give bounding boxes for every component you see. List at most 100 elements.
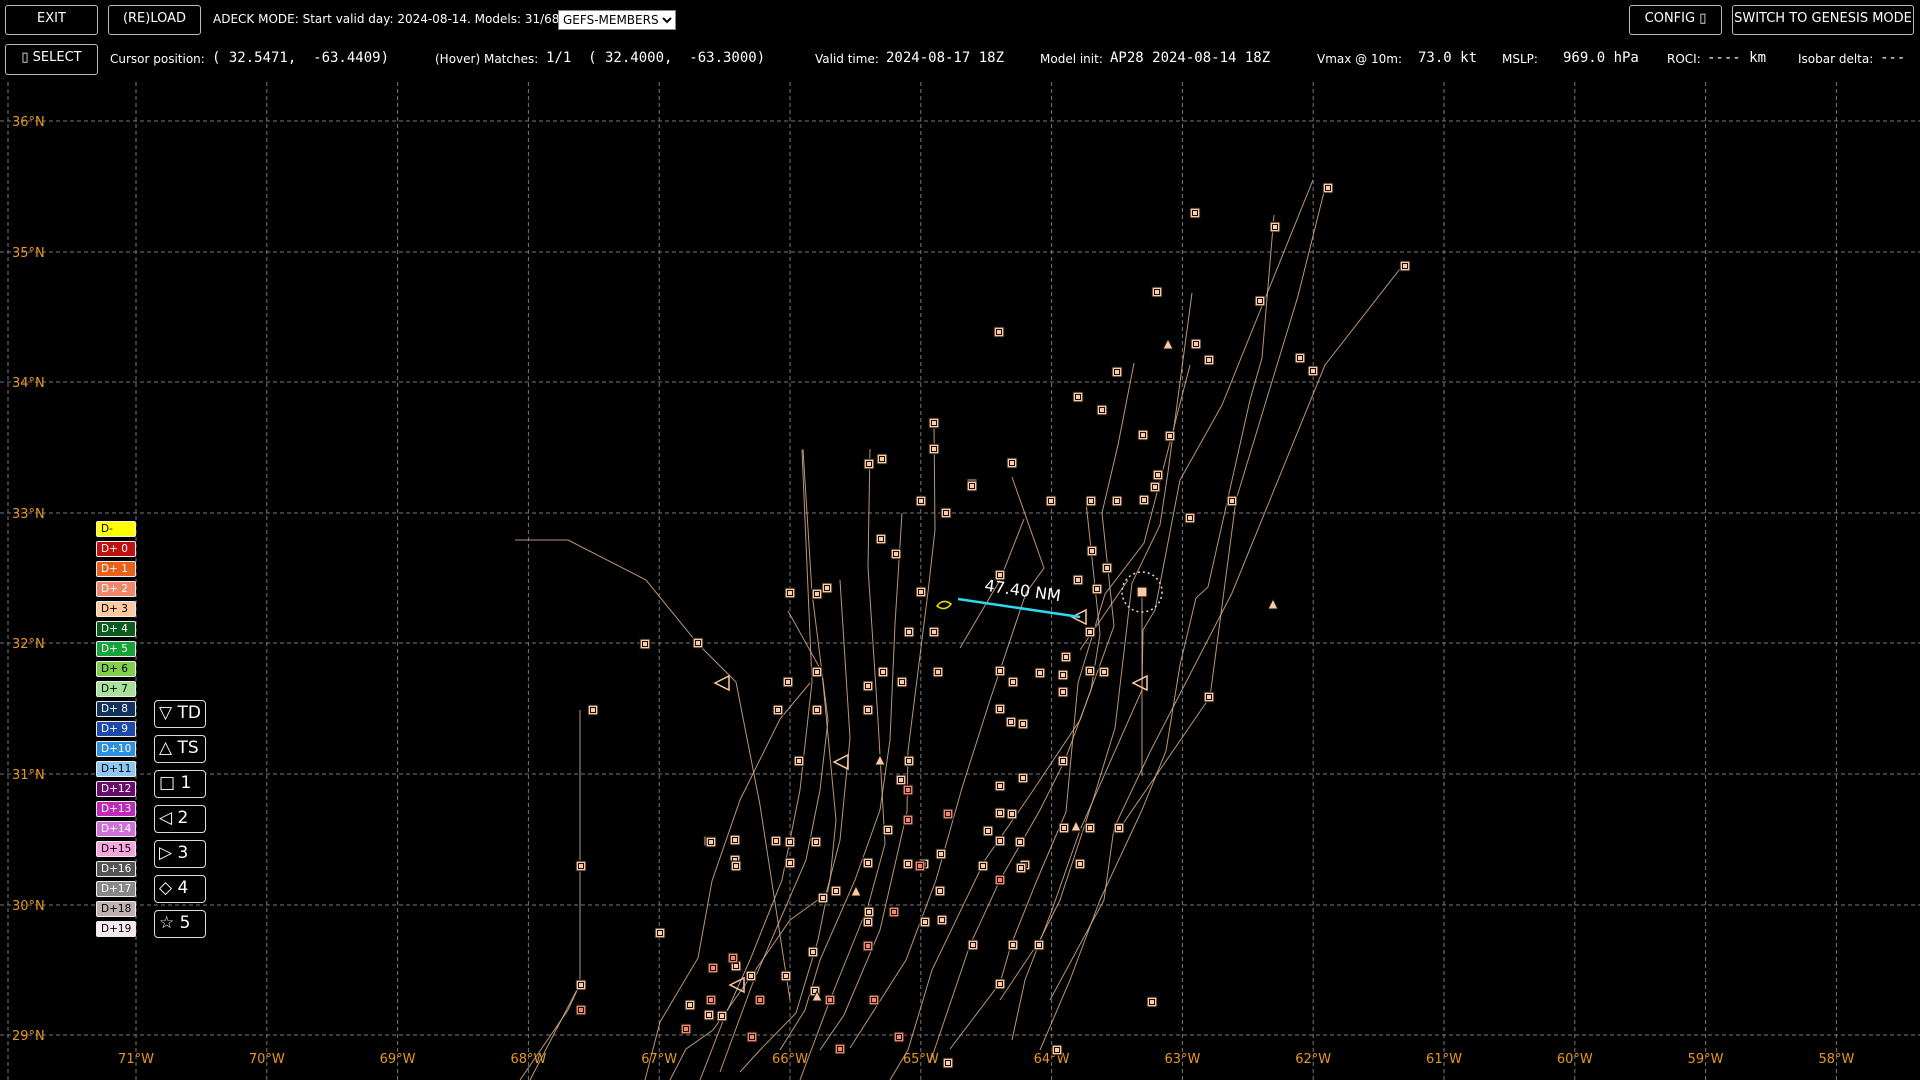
track-point-marker[interactable]	[940, 507, 952, 519]
track-point-marker[interactable]	[716, 1010, 728, 1022]
track-point-marker[interactable]	[684, 999, 696, 1011]
cat2-triangle-marker[interactable]	[728, 976, 745, 994]
track-point-marker[interactable]	[1060, 651, 1072, 663]
ts-triangle-marker[interactable]	[1267, 597, 1279, 610]
model-select[interactable]: GEFS-MEMBERS	[558, 10, 676, 30]
track-point-marker[interactable]	[919, 916, 931, 928]
track-point-marker[interactable]	[1190, 338, 1202, 350]
track-point-marker[interactable]	[862, 916, 874, 928]
track-point-marker[interactable]	[746, 1031, 758, 1043]
track-point-marker[interactable]	[893, 1031, 905, 1043]
track-point-marker[interactable]	[877, 666, 889, 678]
track-point-marker[interactable]	[942, 808, 954, 820]
track-point-marker[interactable]	[935, 848, 947, 860]
track-point-marker[interactable]	[770, 835, 782, 847]
reload-button[interactable]: (RE)LOAD	[108, 5, 201, 35]
track-point-marker[interactable]	[1322, 182, 1334, 194]
track-point-marker[interactable]	[1072, 574, 1084, 586]
track-point-marker[interactable]	[942, 1057, 954, 1069]
track-point-marker[interactable]	[1399, 260, 1411, 272]
track-point-marker[interactable]	[1057, 755, 1069, 767]
track-point-marker[interactable]	[654, 927, 666, 939]
track-point-marker[interactable]	[862, 704, 874, 716]
track-point-marker[interactable]	[977, 860, 989, 872]
track-point-marker[interactable]	[1098, 666, 1110, 678]
track-point-marker[interactable]	[824, 994, 836, 1006]
track-point-marker[interactable]	[1254, 295, 1266, 307]
track-point-marker[interactable]	[1006, 808, 1018, 820]
track-point-marker[interactable]	[1091, 583, 1103, 595]
track-point-marker[interactable]	[1294, 352, 1306, 364]
track-point-marker[interactable]	[862, 857, 874, 869]
track-point-marker[interactable]	[680, 1023, 692, 1035]
track-point-marker[interactable]	[1057, 669, 1069, 681]
track-point-marker[interactable]	[1149, 481, 1161, 493]
track-point-marker[interactable]	[1164, 430, 1176, 442]
exit-button[interactable]: EXIT	[5, 5, 98, 35]
track-point-marker[interactable]	[772, 704, 784, 716]
cat2-triangle-marker[interactable]	[832, 753, 849, 771]
track-point-marker[interactable]	[1111, 366, 1123, 378]
track-point-marker[interactable]	[1017, 772, 1029, 784]
track-point-marker[interactable]	[994, 665, 1006, 677]
track-point-marker[interactable]	[994, 569, 1006, 581]
track-point-marker[interactable]	[730, 860, 742, 872]
track-point-marker[interactable]	[982, 825, 994, 837]
track-point-marker[interactable]	[890, 548, 902, 560]
track-point-marker[interactable]	[994, 978, 1006, 990]
ts-triangle-marker[interactable]	[1070, 819, 1082, 832]
track-point-marker[interactable]	[1057, 686, 1069, 698]
track-point-marker[interactable]	[1113, 822, 1125, 834]
track-point-marker[interactable]	[863, 458, 875, 470]
track-point-marker[interactable]	[830, 885, 842, 897]
track-point-marker[interactable]	[811, 704, 823, 716]
track-point-marker[interactable]	[966, 480, 978, 492]
track-point-marker[interactable]	[1203, 354, 1215, 366]
track-point-marker[interactable]	[863, 906, 875, 918]
track-point-marker[interactable]	[1006, 457, 1018, 469]
track-point-marker[interactable]	[994, 874, 1006, 886]
track-point-marker[interactable]	[707, 962, 719, 974]
track-point-marker[interactable]	[1184, 512, 1196, 524]
ts-triangle-marker[interactable]	[811, 989, 823, 1002]
track-point-marker[interactable]	[932, 666, 944, 678]
track-point-marker[interactable]	[817, 892, 829, 904]
track-point-marker[interactable]	[575, 860, 587, 872]
track-point-marker[interactable]	[639, 638, 651, 650]
track-point-marker[interactable]	[1307, 365, 1319, 377]
track-point-marker[interactable]	[993, 326, 1005, 338]
track-point-marker[interactable]	[705, 836, 717, 848]
track-point-marker[interactable]	[1007, 939, 1019, 951]
track-point-marker[interactable]	[994, 835, 1006, 847]
track-point-marker[interactable]	[1051, 1044, 1063, 1056]
track-point-marker[interactable]	[1058, 822, 1070, 834]
track-point-marker[interactable]	[994, 703, 1006, 715]
track-point-marker[interactable]	[967, 939, 979, 951]
track-point-marker[interactable]	[705, 994, 717, 1006]
track-point-marker[interactable]	[1084, 665, 1096, 677]
track-point-marker[interactable]	[754, 994, 766, 1006]
track-point-marker[interactable]	[703, 1009, 715, 1021]
track-point-marker[interactable]	[1034, 667, 1046, 679]
track-point-marker[interactable]	[811, 666, 823, 678]
track-point-marker[interactable]	[729, 834, 741, 846]
track-point-marker[interactable]	[1085, 495, 1097, 507]
track-point-marker[interactable]	[896, 676, 908, 688]
track-point-marker[interactable]	[1138, 494, 1150, 506]
track-point-marker[interactable]	[868, 994, 880, 1006]
track-point-marker[interactable]	[876, 453, 888, 465]
track-point-marker[interactable]	[1096, 404, 1108, 416]
track-point-marker[interactable]	[1203, 691, 1215, 703]
track-point-marker[interactable]	[895, 774, 907, 786]
track-point-marker[interactable]	[782, 676, 794, 688]
config-button[interactable]: CONFIG ▯	[1629, 5, 1722, 35]
track-point-marker[interactable]	[928, 626, 940, 638]
track-point-marker[interactable]	[784, 836, 796, 848]
track-point-marker[interactable]	[1084, 822, 1096, 834]
track-point-marker[interactable]	[1189, 207, 1201, 219]
track-point-marker[interactable]	[1007, 676, 1019, 688]
track-point-marker[interactable]	[1137, 429, 1149, 441]
track-point-marker[interactable]	[934, 885, 946, 897]
track-point-marker[interactable]	[882, 824, 894, 836]
